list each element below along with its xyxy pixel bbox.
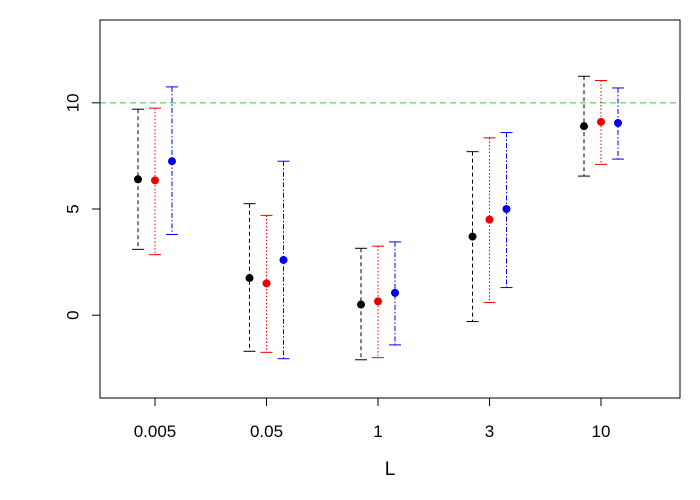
x-axis-title: L <box>385 459 396 480</box>
series-group <box>132 75 590 361</box>
data-point <box>468 232 477 241</box>
x-tick-label: 3 <box>485 422 494 441</box>
data-marks <box>132 75 624 361</box>
data-point <box>168 157 176 166</box>
data-point <box>357 300 365 309</box>
x-axis: 0.005 0.05 1 3 10 <box>134 397 611 441</box>
data-point <box>485 215 494 224</box>
data-point <box>151 176 159 185</box>
series-group <box>166 86 624 360</box>
data-point <box>391 288 399 297</box>
plot-frame <box>99 19 681 399</box>
x-tick-label: 10 <box>592 422 611 441</box>
x-tick-label: 1 <box>373 422 382 441</box>
data-point <box>374 297 382 306</box>
x-tick-label: 0.05 <box>250 422 283 441</box>
data-point <box>597 117 605 126</box>
y-tick-label: 10 <box>63 93 82 112</box>
data-point <box>245 274 254 283</box>
y-axis: 0 5 10 <box>63 93 101 320</box>
y-tick-label: 0 <box>63 310 82 319</box>
data-point <box>279 255 288 264</box>
data-point <box>580 122 588 131</box>
data-point <box>134 175 142 184</box>
x-tick-label: 0.005 <box>134 422 177 441</box>
series-group <box>149 80 607 359</box>
data-point <box>502 205 511 213</box>
y-tick-label: 5 <box>63 204 82 213</box>
data-point <box>262 279 271 288</box>
data-point <box>614 118 622 127</box>
